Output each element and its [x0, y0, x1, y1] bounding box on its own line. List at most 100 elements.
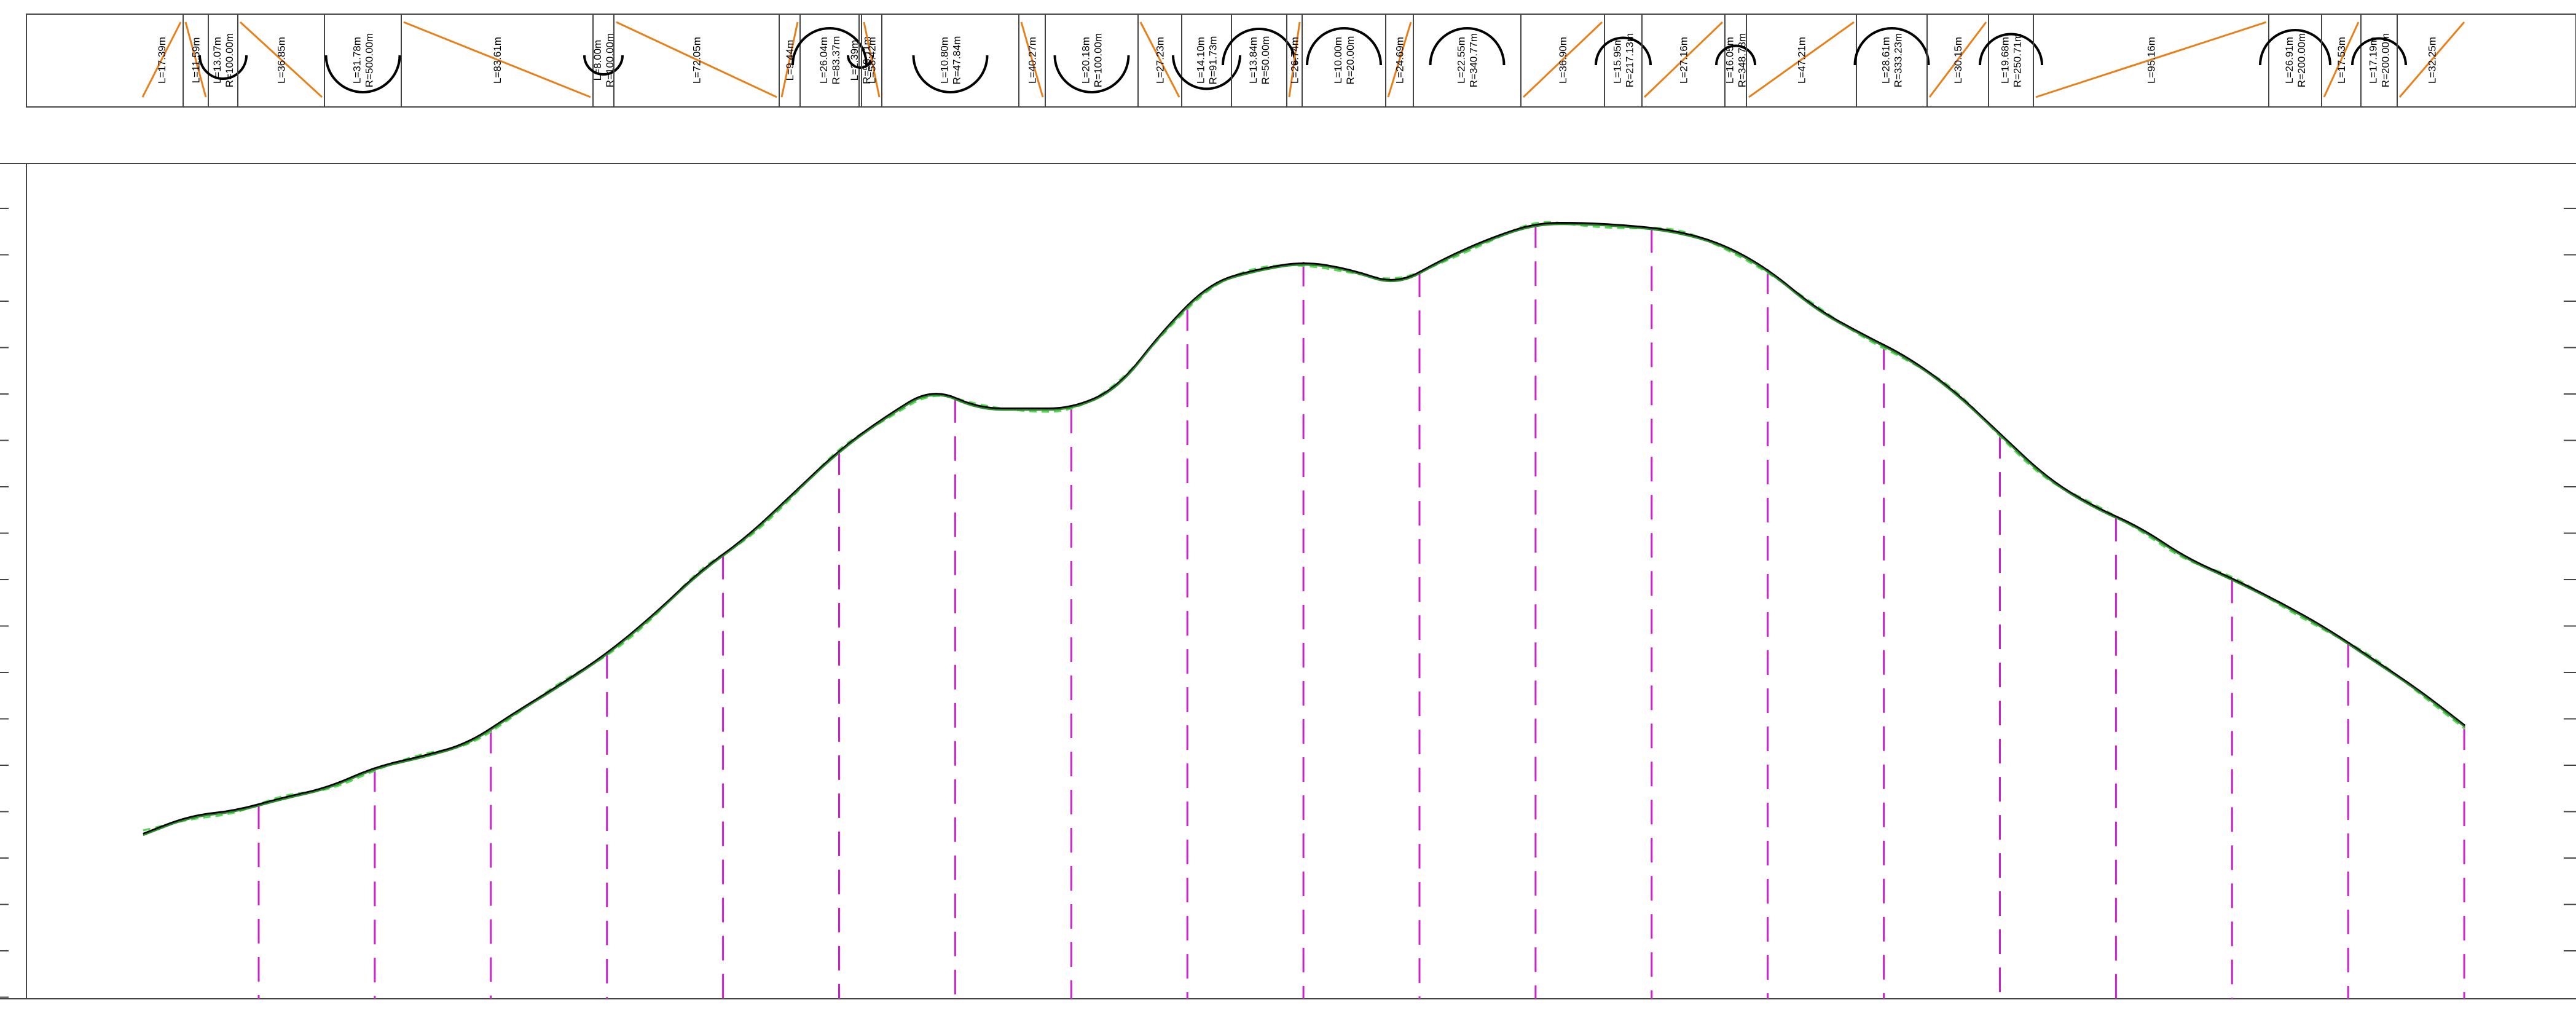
design-profile-line: [143, 223, 2465, 837]
segment-label: L=36.90m: [1557, 37, 1569, 84]
segment-label: L=36.85m: [276, 37, 288, 84]
curve-arc: [912, 55, 989, 93]
segment-length-label: L=2.39m: [849, 40, 860, 81]
segment-length-label: L=15.95m: [1612, 37, 1624, 84]
segment-radius-label: R=217.13m: [1624, 33, 1636, 87]
station-lines: [257, 223, 2465, 999]
segment-label: L=28.61m R=333.23m: [1880, 33, 1904, 87]
segment-length-label: L=24.69m: [1394, 37, 1406, 84]
curve-arc: [1715, 44, 1756, 66]
segment-radius-label: R=348.78m: [1737, 33, 1748, 87]
segment-radius-label: R=340.77m: [1468, 33, 1480, 87]
segment-label: L=26.04m R=83.37m: [818, 36, 842, 85]
curve-arc: [2351, 37, 2407, 66]
segment-length-label: L=58.42m: [866, 37, 878, 84]
segment-length-label: L=27.16m: [1678, 37, 1690, 84]
tangent-line: [2035, 21, 2267, 98]
segment-length-label: L=31.78m: [351, 37, 363, 84]
segment-label: L=17.19m R=200.00m: [2368, 33, 2392, 87]
curve-arc: [1853, 27, 1930, 66]
segment-label: L=26.74m: [1289, 37, 1301, 84]
segment-label: L=27.16m: [1678, 37, 1690, 84]
segment-radius-label: R=83.37m: [830, 36, 842, 85]
segment-length-label: L=17.39m: [156, 37, 168, 84]
segment-radius-label: R=333.23m: [1893, 33, 1904, 87]
segment-radius-label: R=200.00m: [2296, 33, 2307, 87]
segment-label: L=13.07m R=100.00m: [211, 33, 235, 87]
segment-label: L=95.16m: [2146, 37, 2158, 84]
segment-label: L=10.00m R=20.00m: [1332, 36, 1356, 85]
segment-length-label: L=36.90m: [1557, 37, 1569, 84]
segment-label: L=22.55m R=340.77m: [1456, 33, 1480, 87]
tangent-line: [2323, 22, 2360, 98]
segment-label: L=27.23m: [1155, 37, 1166, 84]
segment-length-label: L=19.68m: [2000, 37, 2011, 84]
tangent-line: [239, 21, 323, 98]
tangent-line: [403, 21, 591, 98]
segment-length-label: L=40.27m: [1027, 37, 1039, 84]
segment-label: L=58.42m: [866, 37, 878, 84]
curve-arc: [1595, 36, 1652, 66]
segment-length-label: L=14.10m: [1195, 37, 1207, 84]
segment-radius-label: R=250.71m: [2012, 33, 2024, 87]
segment-label: L=32.25m: [2427, 37, 2438, 84]
segment-label: L=72.05m: [691, 37, 703, 84]
segment-radius-label: R=200.00m: [2380, 33, 2392, 87]
curve-arc: [1979, 33, 2043, 66]
segment-label: L=30.15m: [1952, 37, 1964, 84]
segment-radius-label: R=91.73m: [1208, 36, 1219, 85]
segment-label: L=9.44m: [784, 40, 796, 81]
segment-radius-label: R=20.00m: [1345, 36, 1356, 85]
tangent-line: [1139, 22, 1180, 98]
curve-arc: [1053, 55, 1130, 93]
segment-label: L=26.91m R=200.00m: [2283, 33, 2307, 87]
segment-length-label: L=32.25m: [2427, 37, 2438, 84]
segment-label: L=24.69m: [1394, 37, 1406, 84]
segment-length-label: L=10.00m: [1332, 37, 1344, 84]
segment-length-label: L=11.59m: [190, 37, 202, 84]
segment-length-label: L=27.23m: [1155, 37, 1166, 84]
curve-arc: [324, 55, 401, 93]
curve-arc: [1222, 28, 1297, 66]
segment-length-label: L=83.61m: [492, 37, 503, 84]
segment-label: L=40.27m: [1027, 37, 1039, 84]
tangent-line: [141, 22, 182, 98]
segment-label: L=8.00m R=100.00m: [592, 33, 616, 87]
tangent-line: [863, 22, 881, 98]
segment-radius-label: R=500.00m: [364, 33, 375, 87]
curve-arc: [1306, 27, 1382, 66]
existing-ground-line: [143, 221, 2466, 835]
segment-label: L=47.21m: [1796, 37, 1808, 84]
curve-arc: [1429, 27, 1506, 66]
segment-length-label: L=9.44m: [784, 40, 796, 81]
tangent-line: [1748, 21, 1855, 98]
segment-radius-label: R=100.00m: [1093, 33, 1104, 87]
segment-label: L=83.61m: [492, 37, 503, 84]
segment-length-label: L=72.05m: [691, 37, 703, 84]
segment-label: L=20.18m R=100.00m: [1080, 33, 1104, 87]
tangent-line: [1288, 22, 1301, 98]
segment-length-label: L=30.15m: [1952, 37, 1964, 84]
segment-label: L=14.10m R=91.73m: [1195, 36, 1219, 85]
segment-length-label: L=13.07m: [211, 37, 223, 84]
segment-label: L=17.53m: [2336, 37, 2347, 84]
segment-length-label: L=95.16m: [2146, 37, 2158, 84]
tangent-line: [616, 21, 777, 98]
segment-label: L=13.84m R=50.00m: [1247, 36, 1271, 85]
segment-length-label: L=20.18m: [1080, 37, 1092, 84]
segment-radius-label: R=100.00m: [224, 33, 235, 87]
curve-arc: [198, 55, 248, 80]
segment-length-label: L=47.21m: [1796, 37, 1808, 84]
segment-radius-label: R=50.00m: [1260, 36, 1271, 85]
segment-label: L=31.78m R=500.00m: [351, 33, 375, 87]
tangent-line: [780, 22, 799, 98]
segment-length-label: L=17.19m: [2368, 37, 2379, 84]
segment-length-label: L=26.74m: [1289, 37, 1301, 84]
segment-length-label: L=17.53m: [2336, 37, 2347, 84]
elevation-ticks: [0, 208, 2576, 998]
tangent-line: [1928, 22, 1987, 98]
segment-label: L=15.95m R=217.13m: [1612, 33, 1636, 87]
segment-length-label: L=22.55m: [1456, 37, 1467, 84]
curve-arc: [583, 55, 624, 76]
